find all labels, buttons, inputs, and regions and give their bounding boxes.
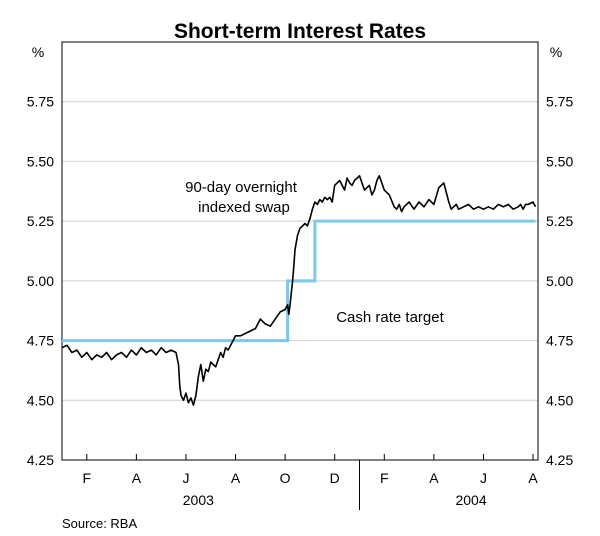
y-tick-left-label: 5.50 — [27, 153, 54, 169]
x-tick-label: F — [83, 470, 92, 486]
year-label: 2004 — [455, 492, 486, 508]
plot-frame — [61, 41, 539, 461]
y-unit-left: % — [32, 44, 44, 60]
y-tick-right-label: 5.50 — [546, 153, 573, 169]
gridlines — [62, 101, 538, 401]
y-tick-right-label: 5.00 — [546, 273, 573, 289]
x-tick-label: J — [480, 470, 487, 486]
y-tick-left-label: 4.50 — [27, 392, 54, 408]
swap-annotation-line2: indexed swap — [198, 199, 290, 216]
ois-swap-line — [61, 175, 537, 406]
y-tick-right-label: 5.75 — [546, 94, 573, 110]
x-tick-label: O — [280, 470, 291, 486]
y-tick-right-label: 4.25 — [546, 452, 573, 468]
y-tick-left-label: 4.75 — [27, 333, 54, 349]
y-tick-right-label: 4.50 — [546, 392, 573, 408]
source-note: Source: RBA — [62, 516, 137, 531]
x-tick-label: D — [330, 470, 340, 486]
x-tick-label: A — [528, 470, 538, 486]
y-unit-right: % — [550, 44, 562, 60]
y-tick-left-label: 4.25 — [27, 452, 54, 468]
swap-annotation-line1: 90-day overnight — [185, 179, 298, 196]
y-tick-left-label: 5.00 — [27, 273, 54, 289]
cash-rate-target-line — [62, 219, 536, 343]
y-tick-right-label: 4.75 — [546, 333, 573, 349]
cash-annotation: Cash rate target — [336, 309, 444, 326]
x-tick-label: A — [429, 470, 439, 486]
x-tick-label: A — [231, 470, 241, 486]
year-label: 2003 — [183, 492, 214, 508]
x-axis: F A J A O D F A J A 2003 2004 — [83, 454, 538, 510]
y-tick-right-label: 5.25 — [546, 213, 573, 229]
y-axis-right: 4.25 4.50 4.75 5.00 5.25 5.50 5.75 — [546, 94, 573, 468]
x-tick-label: F — [380, 470, 389, 486]
x-tick-label: J — [182, 470, 189, 486]
x-tick-label: A — [132, 470, 142, 486]
y-tick-left-label: 5.25 — [27, 213, 54, 229]
y-axis-left: 4.25 4.50 4.75 5.00 5.25 5.50 5.75 — [27, 94, 54, 468]
chart-title: Short-term Interest Rates — [174, 20, 426, 43]
y-tick-left-label: 5.75 — [27, 94, 54, 110]
